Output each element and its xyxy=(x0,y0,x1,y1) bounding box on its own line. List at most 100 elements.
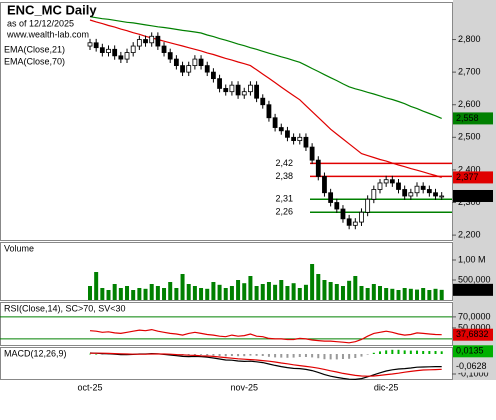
value-tag xyxy=(453,345,493,358)
candle-body xyxy=(143,39,148,44)
volume-bar xyxy=(149,284,154,300)
value-tag xyxy=(453,112,493,125)
candle-body xyxy=(173,58,179,67)
candle-body xyxy=(136,39,142,47)
volume-bar xyxy=(168,282,173,300)
x-tick-label: dic-25 xyxy=(374,382,399,392)
volume-bar xyxy=(322,280,327,300)
volume-bar xyxy=(297,288,302,300)
histogram-bar xyxy=(243,354,246,357)
candle-body xyxy=(383,179,389,184)
candle-body xyxy=(272,117,278,128)
volume-bar xyxy=(371,284,376,300)
subtitle: as of 12/12/2025 xyxy=(7,18,74,28)
candle-body xyxy=(229,84,235,93)
volume-bar xyxy=(334,284,339,300)
candle-body xyxy=(217,78,222,89)
volume-bar xyxy=(365,288,370,300)
volume-bar xyxy=(328,282,333,300)
volume-bar xyxy=(229,286,234,300)
histogram-bar xyxy=(298,354,301,357)
volume-bar xyxy=(353,276,358,300)
value-tag-label: 2,377 xyxy=(456,172,479,182)
candle-body xyxy=(278,127,284,132)
histogram-bar xyxy=(354,354,357,358)
rsi-line xyxy=(89,328,442,344)
value-tag-label: 37,6832 xyxy=(456,329,489,339)
volume-bar xyxy=(310,264,315,300)
volume-bar xyxy=(137,288,142,300)
histogram-bar xyxy=(329,354,332,360)
candle-body xyxy=(266,104,272,119)
marks: 2,42 2,38 2,31 2,26 xyxy=(0,16,452,381)
histogram-bar xyxy=(428,351,431,354)
histogram-bar xyxy=(366,354,369,355)
x-tick-label: oct-25 xyxy=(77,382,102,392)
histogram-bar xyxy=(200,354,203,355)
histogram-bar xyxy=(372,352,375,354)
volume-bar xyxy=(211,282,216,300)
y-tick-label: 50,0000 xyxy=(458,322,491,332)
candle-body xyxy=(433,192,438,197)
histogram-bar xyxy=(224,354,227,357)
volume-bar xyxy=(143,288,148,300)
histogram-bar xyxy=(348,354,351,359)
histogram-bar xyxy=(249,354,252,356)
candle-body xyxy=(365,198,371,213)
volume-bar xyxy=(427,290,432,300)
value-tag-label: -0,0628 xyxy=(456,361,487,371)
histogram-bar xyxy=(409,350,412,354)
histogram-bar xyxy=(422,351,425,354)
volume-bar xyxy=(186,284,191,300)
level-label: 2,42 xyxy=(275,158,293,168)
volume-bar xyxy=(408,288,413,300)
candle-body xyxy=(167,52,173,60)
y-tick-label: 2,600 xyxy=(458,99,481,109)
value-tag xyxy=(453,189,493,202)
volume-bar xyxy=(94,272,99,300)
volume-bar xyxy=(242,283,247,300)
volume-bar xyxy=(88,286,92,300)
candle-body xyxy=(285,130,290,138)
volume-bar xyxy=(254,286,259,300)
value-tag-label: 0,0135 xyxy=(456,346,484,356)
histogram-bar xyxy=(280,354,283,358)
candle-body xyxy=(439,195,445,198)
candle-body xyxy=(223,88,229,93)
histogram-bar xyxy=(101,354,104,355)
histogram-bar xyxy=(274,354,277,358)
volume-bar xyxy=(199,288,204,300)
macd-pane xyxy=(0,347,453,380)
histogram-bar xyxy=(341,354,344,359)
candle-body xyxy=(328,192,334,203)
volume-bar xyxy=(205,288,210,300)
volume-bar xyxy=(347,280,352,300)
volume-bar xyxy=(192,286,197,300)
volume-bar xyxy=(106,290,111,300)
histogram-bar xyxy=(193,354,196,355)
volume-bar xyxy=(390,288,395,300)
histogram-bar xyxy=(434,351,437,354)
volume-bar xyxy=(377,286,382,300)
histogram-bar xyxy=(403,350,406,354)
volume-bar xyxy=(291,283,296,300)
volume-bar xyxy=(180,274,185,300)
volume-bar xyxy=(285,286,290,300)
candle-body xyxy=(334,202,340,210)
candle-body xyxy=(315,159,321,177)
candle-body xyxy=(204,65,210,73)
volume-bar xyxy=(248,276,253,300)
volume-bar xyxy=(131,290,136,300)
histogram-bar xyxy=(261,354,264,356)
macd-line xyxy=(90,352,442,377)
rsi-pane xyxy=(0,302,453,346)
histogram-bar xyxy=(286,354,289,358)
candle-body xyxy=(112,48,118,57)
volume-bar xyxy=(162,288,167,300)
y-tick-label: 70,0000 xyxy=(458,311,491,321)
candle-body xyxy=(359,211,364,223)
candle-body xyxy=(149,35,155,44)
price-pane xyxy=(0,2,453,241)
volume-bar xyxy=(112,284,117,300)
